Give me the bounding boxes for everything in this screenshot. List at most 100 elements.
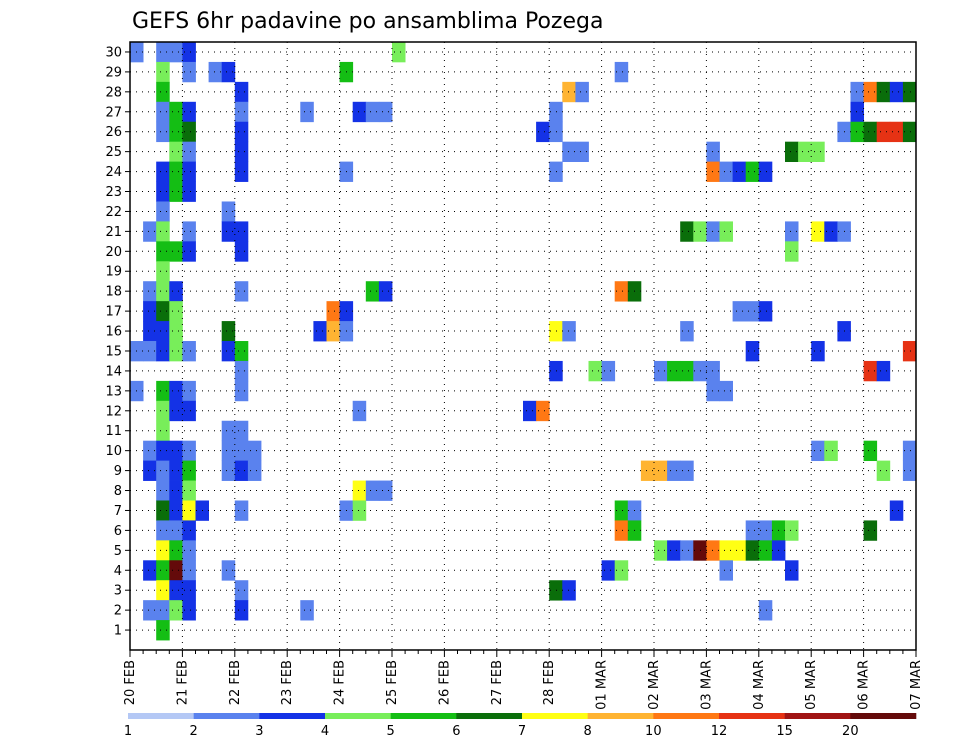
heatmap-cell xyxy=(156,460,170,481)
heatmap-cell xyxy=(169,580,183,601)
heatmap-cell xyxy=(234,121,249,143)
heatmap-cell xyxy=(536,400,550,422)
heatmap-cell xyxy=(706,221,720,242)
heatmap-cell xyxy=(352,500,367,521)
heatmap-cell xyxy=(680,460,694,481)
heatmap-cell xyxy=(169,341,183,362)
heatmap-cell xyxy=(732,301,747,322)
colorbar: 1 2 3 4 5 6 7 8 10 12 15 20 xyxy=(124,713,917,739)
heatmap-cell xyxy=(785,241,799,262)
heatmap-cell xyxy=(365,480,380,501)
heatmap-cell xyxy=(785,560,799,581)
heatmap-cell xyxy=(549,321,563,342)
heatmap-cell xyxy=(719,221,733,242)
y-tick-label: 22 xyxy=(105,205,122,220)
heatmap-cell xyxy=(156,81,170,103)
y-tick-label: 1 xyxy=(114,624,122,639)
heatmap-cell xyxy=(889,121,904,143)
heatmap-cell xyxy=(614,500,629,521)
heatmap-cell xyxy=(234,440,249,462)
y-tick-label: 10 xyxy=(105,444,122,459)
x-tick-label: 05 MAR xyxy=(804,660,819,710)
y-tick-label: 21 xyxy=(105,225,122,240)
heatmap-cell xyxy=(156,341,170,362)
colorbar-swatch xyxy=(522,713,588,719)
heatmap-cell xyxy=(169,42,183,63)
heatmap-cell xyxy=(378,480,393,501)
y-tick-label: 16 xyxy=(105,325,122,340)
heatmap-cell xyxy=(169,600,183,621)
heatmap-cell xyxy=(182,141,196,162)
heatmap-cell xyxy=(156,301,170,322)
heatmap-cell xyxy=(562,141,576,162)
chart-title: GEFS 6hr padavine po ansamblima Pozega xyxy=(132,9,603,34)
heatmap-cell xyxy=(221,221,236,242)
heatmap-cell xyxy=(326,301,340,322)
heatmap-cell xyxy=(824,440,838,462)
heatmap-cell xyxy=(719,380,733,402)
x-tick-label: 22 FEB xyxy=(228,660,243,705)
colorbar-swatch xyxy=(653,713,720,719)
heatmap-cell xyxy=(352,400,367,422)
heatmap-cell xyxy=(706,161,720,182)
heatmap-cell xyxy=(143,221,157,242)
colorbar-swatch xyxy=(325,713,391,719)
x-tick-label: 20 FEB xyxy=(123,660,138,705)
colorbar-label: 5 xyxy=(387,724,395,739)
heatmap-cell xyxy=(169,440,183,462)
x-tick-label: 27 FEB xyxy=(490,660,505,705)
colorbar-label: 15 xyxy=(776,724,793,739)
heatmap-cell xyxy=(850,101,864,123)
heatmap-cell xyxy=(169,321,183,342)
heatmap-cell xyxy=(811,341,825,362)
heatmap-cell xyxy=(758,600,773,621)
heatmap-cell xyxy=(221,341,236,362)
x-tick-label: 23 FEB xyxy=(280,660,295,705)
y-tick-label: 20 xyxy=(105,245,122,260)
heatmap-cell xyxy=(588,360,602,382)
y-tick-label: 30 xyxy=(105,45,122,60)
heatmap-cell xyxy=(614,281,629,302)
heatmap-cell xyxy=(156,42,170,63)
heatmap-cell xyxy=(143,321,157,342)
heatmap-cell xyxy=(706,380,720,402)
heatmap-cell xyxy=(785,520,799,541)
heatmap-cell xyxy=(706,141,720,162)
heatmap-cell xyxy=(221,460,236,481)
heatmap-cell xyxy=(143,281,157,302)
heatmap-cell xyxy=(863,81,878,103)
heatmap-cell xyxy=(169,540,183,561)
heatmap-cell xyxy=(234,161,249,182)
y-tick-label: 9 xyxy=(114,464,122,479)
heatmap-cell xyxy=(876,81,891,103)
heatmap-cell xyxy=(745,540,760,561)
heatmap-cell xyxy=(889,500,904,521)
heatmap-cell xyxy=(601,560,616,581)
y-tick-label: 11 xyxy=(105,424,122,439)
y-tick-label: 29 xyxy=(105,65,122,80)
heatmap-cell xyxy=(182,121,196,143)
heatmap-cell xyxy=(562,321,576,342)
colorbar-label: 7 xyxy=(518,724,526,739)
x-tick-label: 25 FEB xyxy=(385,660,400,705)
heatmap-cell xyxy=(143,341,157,362)
heatmap-cell xyxy=(719,540,733,561)
x-tick-label: 26 FEB xyxy=(437,660,452,705)
colorbar-label: 10 xyxy=(645,724,662,739)
colorbar-swatch xyxy=(719,713,785,719)
heatmap-cell xyxy=(156,161,170,182)
heatmap-cell xyxy=(234,221,249,242)
heatmap-cell xyxy=(182,580,196,601)
heatmap-cell xyxy=(392,42,406,63)
heatmap-cell xyxy=(156,420,170,442)
y-tick-label: 7 xyxy=(114,504,122,519)
y-tick-label: 6 xyxy=(114,524,122,539)
heatmap-cell xyxy=(143,560,157,581)
x-tick-label: 06 MAR xyxy=(857,660,872,710)
heatmap-cell xyxy=(562,580,576,601)
heatmap-cell xyxy=(143,460,157,481)
heatmap-cell xyxy=(876,460,891,481)
heatmap-cell xyxy=(536,121,550,143)
heatmap-cell xyxy=(876,360,891,382)
colorbar-label: 4 xyxy=(321,724,329,739)
